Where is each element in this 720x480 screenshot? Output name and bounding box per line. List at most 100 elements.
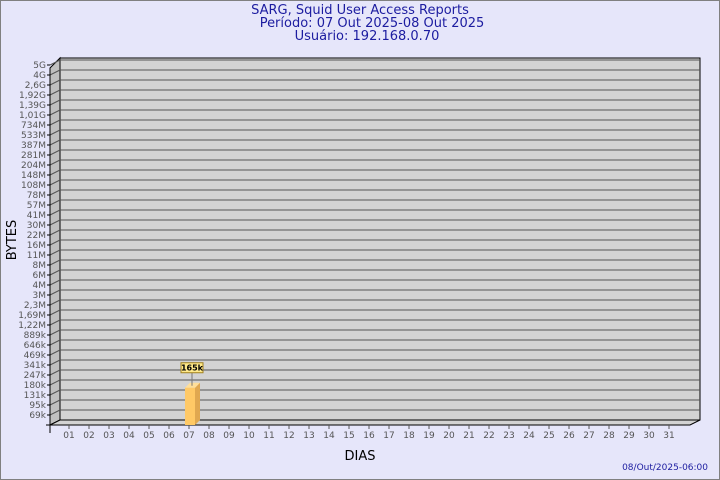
y-tick-label: 387M: [21, 141, 46, 151]
grid-line-side: [49, 289, 61, 296]
x-tick-label: 21: [463, 431, 474, 441]
grid-line-side: [49, 249, 61, 256]
x-tick-label: 31: [663, 431, 674, 441]
x-tick-label: 25: [543, 431, 554, 441]
grid-line-side: [49, 229, 61, 236]
x-tick-label: 26: [563, 431, 575, 441]
footer-timestamp: 08/Out/2025-06:00: [622, 463, 708, 473]
grid-line-side: [49, 329, 61, 336]
x-tick-label: 23: [503, 431, 514, 441]
y-tick-label: 131k: [24, 391, 47, 401]
x-tick-label: 02: [83, 431, 94, 441]
grid-line-side: [49, 359, 61, 366]
x-axis-label: DIAS: [345, 449, 376, 464]
y-tick-label: 22M: [27, 231, 46, 241]
x-tick-label: 03: [103, 431, 114, 441]
y-tick-label: 341k: [24, 361, 47, 371]
y-tick-label: 180k: [24, 381, 47, 391]
grid-line-side: [49, 399, 61, 406]
plot-back-wall: [59, 57, 701, 421]
data-label: 165k: [181, 364, 204, 373]
y-tick-label: 6M: [33, 271, 47, 281]
x-tick-label: 06: [163, 431, 175, 441]
x-tick-label: 22: [483, 431, 494, 441]
y-tick-label: 3M: [33, 291, 47, 301]
y-tick-label: 148M: [21, 171, 46, 181]
chart-title: SARG, Squid User Access Reports: [251, 3, 469, 18]
y-tick-label: 1,39G: [19, 101, 46, 111]
x-tick-label: 07: [183, 431, 194, 441]
grid-line-side: [49, 349, 61, 356]
y-tick-label: 2,6G: [25, 81, 46, 91]
grid-line-side: [49, 109, 61, 116]
grid-line-side: [49, 179, 61, 186]
x-tick-label: 17: [383, 431, 394, 441]
grid-line-side: [49, 89, 61, 96]
y-tick-label: 108M: [21, 181, 46, 191]
grid-line-side: [49, 209, 61, 216]
x-tick-label: 30: [643, 431, 655, 441]
grid-line-side: [49, 279, 61, 286]
y-tick-label: 11M: [27, 251, 46, 261]
grid-line-side: [49, 69, 61, 76]
y-tick-label: 469k: [24, 351, 47, 361]
grid-line-side: [49, 369, 61, 376]
grid-line-side: [49, 389, 61, 396]
y-tick-label: 889k: [24, 331, 47, 341]
y-tick-label: 8M: [33, 261, 47, 271]
x-tick-label: 08: [203, 431, 215, 441]
plot-floor: [49, 419, 701, 426]
x-tick-label: 01: [63, 431, 74, 441]
grid-line-side: [49, 309, 61, 316]
x-tick-label: 28: [603, 431, 615, 441]
x-tick-label: 14: [323, 431, 335, 441]
y-tick-label: 57M: [27, 201, 46, 211]
y-tick-label: 204M: [21, 161, 46, 171]
y-tick-label: 16M: [27, 241, 46, 251]
x-tick-label: 20: [443, 431, 455, 441]
grid-line-side: [49, 169, 61, 176]
y-tick-label: 533M: [21, 131, 46, 141]
y-tick-label: 69k: [29, 411, 46, 421]
y-tick-label: 1,01G: [19, 111, 46, 121]
x-tick-label: 13: [303, 431, 314, 441]
y-tick-label: 281M: [21, 151, 46, 161]
grid-line-side: [49, 219, 61, 226]
grid-line-side: [49, 139, 61, 146]
grid-line-side: [49, 259, 61, 266]
grid-line-side: [49, 79, 61, 86]
y-tick-label: 2,3M: [24, 301, 46, 311]
y-tick-label: 5G: [33, 61, 46, 71]
x-tick-label: 12: [283, 431, 294, 441]
grid-line-side: [49, 129, 61, 136]
grid-line-side: [49, 299, 61, 306]
x-tick-label: 15: [343, 431, 354, 441]
bar-side: [195, 382, 200, 425]
data-label-box: [180, 362, 204, 374]
y-tick-label: 247k: [24, 371, 47, 381]
y-tick-label: 4M: [33, 281, 47, 291]
y-tick-label: 95k: [29, 401, 46, 411]
grid-line-side: [49, 159, 61, 166]
grid-line-side: [49, 379, 61, 386]
y-tick-label: 734M: [21, 121, 46, 131]
grid-line-side: [49, 59, 61, 66]
x-tick-label: 19: [423, 431, 435, 441]
y-tick-label: 646k: [24, 341, 47, 351]
y-tick-label: 30M: [27, 221, 46, 231]
x-tick-label: 05: [143, 431, 154, 441]
x-tick-label: 29: [623, 431, 635, 441]
grid-line-side: [49, 119, 61, 126]
grid-line-side: [49, 409, 61, 416]
y-tick-label: 1,69M: [18, 311, 46, 321]
chart-period: Período: 07 Out 2025-08 Out 2025: [259, 16, 485, 31]
x-tick-label: 16: [363, 431, 375, 441]
y-axis-label: BYTES: [5, 220, 20, 261]
y-tick-label: 1,22M: [18, 321, 46, 331]
x-tick-label: 27: [583, 431, 594, 441]
grid-line-side: [49, 269, 61, 276]
y-tick-label: 1,92G: [19, 91, 46, 101]
grid-line-side: [49, 99, 61, 106]
y-tick-label: 78M: [27, 191, 46, 201]
